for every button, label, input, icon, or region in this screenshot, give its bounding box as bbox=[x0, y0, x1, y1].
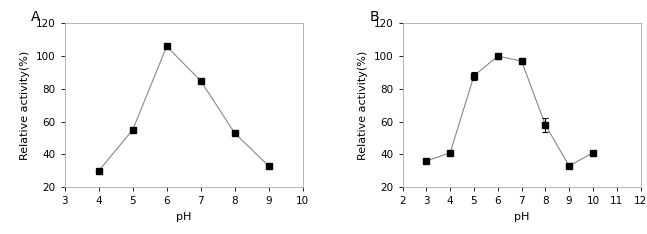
Y-axis label: Relative activity(%): Relative activity(%) bbox=[20, 51, 30, 160]
Text: B: B bbox=[369, 10, 379, 24]
Y-axis label: Relative activity(%): Relative activity(%) bbox=[358, 51, 368, 160]
X-axis label: pH: pH bbox=[514, 212, 529, 222]
X-axis label: pH: pH bbox=[176, 212, 192, 222]
Text: A: A bbox=[32, 10, 41, 24]
